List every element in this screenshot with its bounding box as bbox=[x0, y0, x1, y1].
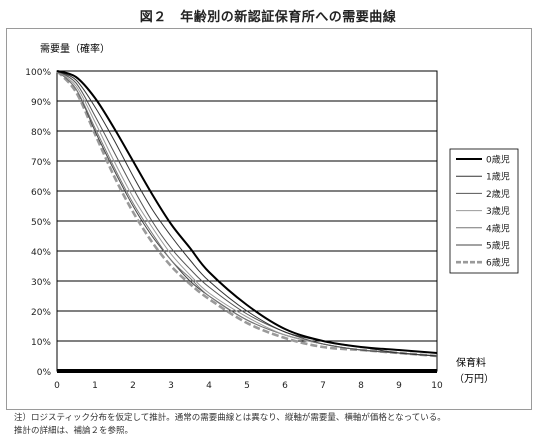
x-axis-unit-label: （万円） bbox=[454, 373, 494, 385]
series-line-5 bbox=[56, 70, 438, 357]
y-tick-label: 90% bbox=[31, 98, 51, 108]
y-tick-label: 60% bbox=[31, 188, 51, 198]
legend-label: 4歳児 bbox=[486, 222, 510, 234]
figure-note: 注）ロジスティック分布を仮定して推計。通常の需要曲線とは異なり、縦軸が需要量、横… bbox=[14, 412, 530, 438]
y-tick-label: 100% bbox=[25, 68, 51, 78]
y-tick-label: 10% bbox=[31, 338, 51, 348]
y-tick-label: 50% bbox=[31, 218, 51, 228]
legend-label: 3歳児 bbox=[486, 205, 510, 217]
legend-label: 0歳児 bbox=[486, 154, 510, 166]
legend-label: 1歳児 bbox=[486, 171, 510, 183]
grid-layer bbox=[56, 70, 438, 372]
y-tick-label: 80% bbox=[31, 128, 51, 138]
series-line-6 bbox=[56, 70, 438, 358]
x-tick-label: 10 bbox=[431, 381, 443, 391]
series-line-1 bbox=[56, 70, 438, 357]
x-tick-label: 3 bbox=[168, 381, 174, 391]
series-line-4 bbox=[56, 70, 438, 357]
y-axis-label: 需要量（確率） bbox=[40, 42, 110, 55]
note-line-1: 注）ロジスティック分布を仮定して推計。通常の需要曲線とは異なり、縦軸が需要量、横… bbox=[14, 413, 446, 423]
series-line-2 bbox=[56, 70, 438, 357]
series-layer bbox=[56, 70, 438, 358]
x-tick-label: 9 bbox=[396, 381, 402, 391]
y-tick-label: 0% bbox=[37, 368, 52, 378]
x-tick-label: 5 bbox=[244, 381, 250, 391]
x-axis-baseline bbox=[57, 369, 437, 373]
legend-label: 2歳児 bbox=[486, 188, 510, 200]
note-line-2: 推計の詳細は、補論２を参照。 bbox=[14, 426, 134, 436]
x-tick-label: 6 bbox=[282, 381, 288, 391]
demand-curve-chart: 0% 10% 20% 30% 40% 50% 60% 70% 80% 90% 100% 0 1 2 3 4 5 6… bbox=[25, 42, 519, 391]
x-tick-label: 1 bbox=[92, 381, 98, 391]
x-axis-label: 保育料 bbox=[456, 356, 486, 369]
y-tick-label: 20% bbox=[31, 308, 51, 318]
y-tick-label: 70% bbox=[31, 158, 51, 168]
x-tick-label: 7 bbox=[320, 381, 326, 391]
chart-frame bbox=[6, 28, 532, 410]
series-line-3 bbox=[56, 70, 438, 357]
figure-title: 図２ 年齢別の新認証保育所への需要曲線 bbox=[139, 10, 397, 25]
y-tick-label: 30% bbox=[31, 278, 51, 288]
x-tick-label: 8 bbox=[358, 381, 364, 391]
x-tick-label: 0 bbox=[54, 381, 60, 391]
legend-label: 6歳児 bbox=[486, 257, 510, 269]
legend-label: 5歳児 bbox=[486, 240, 510, 252]
series-line-0 bbox=[56, 70, 438, 354]
legend: 0歳児 1歳児 2歳児 3歳児 4歳児 5歳児 6歳児 bbox=[449, 148, 519, 274]
axis-layer: 0% 10% 20% 30% 40% 50% 60% 70% 80% 90% 100% 0 1 2 3 4 5 6… bbox=[25, 68, 443, 391]
y-tick-label: 40% bbox=[31, 248, 51, 258]
x-tick-label: 4 bbox=[206, 381, 212, 391]
x-tick-label: 2 bbox=[130, 381, 136, 391]
